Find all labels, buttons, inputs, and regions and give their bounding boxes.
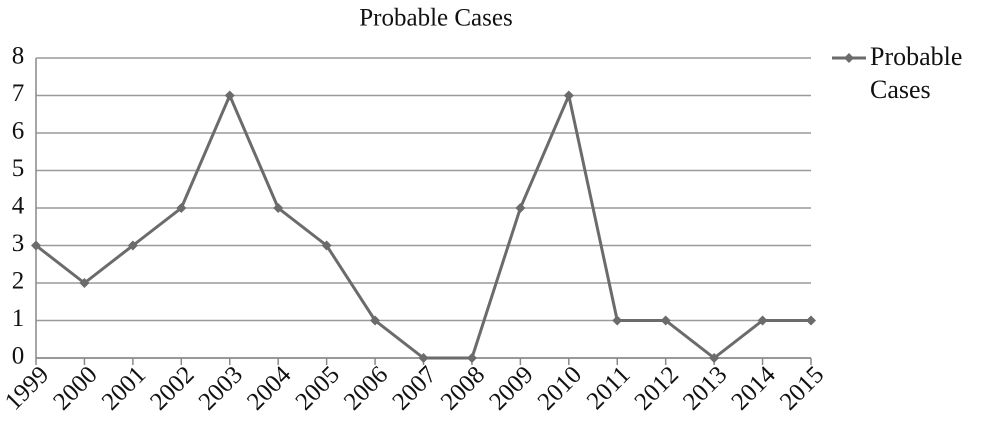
x-tick-label: 2002: [145, 361, 199, 415]
x-tick-label: 2003: [194, 361, 248, 415]
point-marker: [563, 90, 574, 101]
point-marker: [757, 315, 768, 326]
point-marker: [321, 240, 332, 251]
point-marker: [127, 240, 138, 251]
point-marker: [515, 203, 526, 213]
y-tick-label: 6: [12, 118, 25, 145]
point-marker: [660, 315, 671, 326]
x-tick-label: 2004: [242, 361, 297, 416]
legend-label: Probable Cases: [870, 42, 963, 104]
y-tick-label: 2: [12, 268, 25, 295]
x-tick-label: 2014: [726, 361, 781, 416]
y-tick-label: 3: [12, 230, 25, 257]
chart-title: Probable Cases: [359, 5, 512, 32]
y-tick-label: 7: [12, 80, 25, 107]
x-tick-label: 2012: [630, 361, 684, 415]
x-tick-label: 2005: [290, 361, 344, 415]
point-marker: [370, 315, 381, 326]
point-marker: [466, 353, 477, 363]
x-tick-label: 2015: [775, 361, 829, 415]
point-marker: [224, 90, 235, 101]
x-tick-label: 2000: [48, 361, 102, 415]
point-marker: [709, 353, 720, 363]
x-tick-label: 2006: [339, 361, 393, 415]
y-tick-label: 0: [12, 343, 25, 370]
x-tick-label: 2013: [678, 361, 732, 415]
y-tick-label: 8: [12, 43, 25, 70]
point-marker: [806, 315, 816, 326]
legend-swatch: [832, 53, 866, 63]
point-marker: [31, 240, 41, 251]
x-tick-label: 2007: [387, 361, 441, 415]
x-tick-label: 1999: [0, 361, 54, 415]
x-tick-label: 2010: [533, 361, 587, 415]
x-tick-label: 2008: [436, 361, 490, 415]
y-tick-label: 5: [12, 155, 25, 182]
point-marker: [176, 203, 187, 213]
x-tick-label: 2009: [484, 361, 538, 415]
point-marker: [273, 203, 284, 213]
legend-marker: [844, 53, 854, 63]
y-tick-label: 1: [12, 305, 25, 332]
point-marker: [418, 353, 429, 363]
x-tick-label: 2001: [97, 361, 151, 415]
point-marker: [79, 278, 90, 288]
series-line: [35, 90, 811, 360]
x-tick-label: 2011: [582, 361, 636, 415]
point-marker: [612, 315, 623, 326]
y-tick-label: 4: [12, 193, 25, 220]
